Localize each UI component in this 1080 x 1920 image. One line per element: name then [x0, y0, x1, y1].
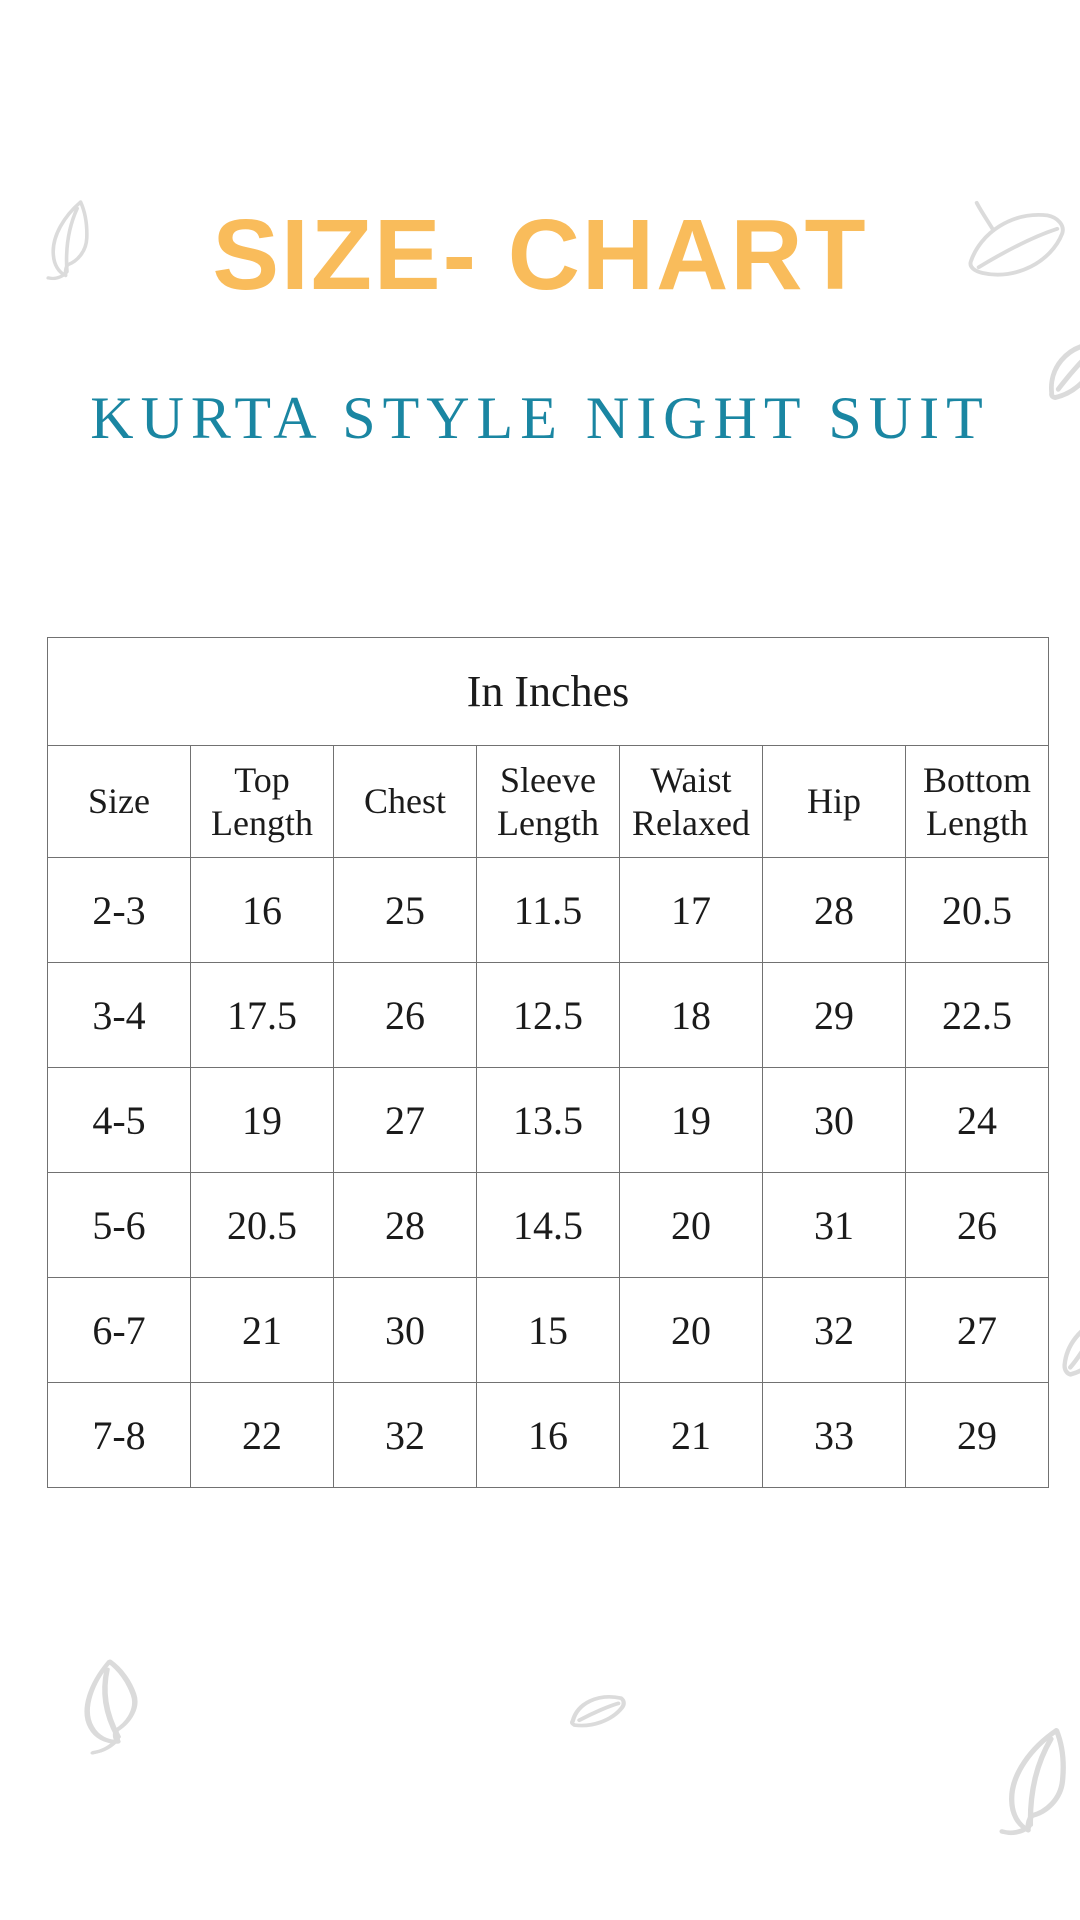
table-header-row: Size Top Length Chest Sleeve Length Waist Re… [47, 745, 1049, 858]
table-cell: 22 [190, 1382, 334, 1488]
table-row: 3-4 17.5 26 12.5 18 29 22.5 [47, 962, 1049, 1068]
table-cell: 19 [190, 1067, 334, 1173]
leaf-bottom-left-icon [62, 1649, 165, 1757]
column-header-waist-relaxed: Waist Relaxed [619, 745, 763, 858]
table-cell: 20.5 [905, 857, 1049, 963]
table-cell: 28 [762, 857, 906, 963]
table-cell: 21 [619, 1382, 763, 1488]
size-table-body: In Inches Size Top Length Chest Sleeve Leng… [47, 637, 1049, 1488]
table-cell: 14.5 [476, 1172, 620, 1278]
table-cell: 17.5 [190, 962, 334, 1068]
table-cell: 24 [905, 1067, 1049, 1173]
table-row: 2-3 16 25 11.5 17 28 20.5 [47, 857, 1049, 963]
table-cell: 22.5 [905, 962, 1049, 1068]
table-row: 7-8 22 32 16 21 33 29 [47, 1382, 1049, 1488]
page-subtitle: KURTA STYLE NIGHT SUIT [90, 385, 990, 451]
table-cell: 26 [905, 1172, 1049, 1278]
table-cell: 20.5 [190, 1172, 334, 1278]
table-row: 6-7 21 30 15 20 32 27 [47, 1277, 1049, 1383]
table-cell: 16 [476, 1382, 620, 1488]
table-cell: 30 [762, 1067, 906, 1173]
size-cell: 2-3 [47, 857, 191, 963]
table-cell: 29 [905, 1382, 1049, 1488]
table-cell: 20 [619, 1277, 763, 1383]
column-header-hip: Hip [762, 745, 906, 858]
leaf-bottom-center-icon [565, 1684, 635, 1738]
table-cell: 11.5 [476, 857, 620, 963]
table-cell: 20 [619, 1172, 763, 1278]
table-cell: 32 [333, 1382, 477, 1488]
column-header-size: Size [47, 745, 191, 858]
table-cell: 33 [762, 1382, 906, 1488]
table-row: 5-6 20.5 28 14.5 20 31 26 [47, 1172, 1049, 1278]
size-table-container: In Inches Size Top Length Chest Sleeve Leng… [47, 637, 1049, 1488]
column-header-sleeve-length: Sleeve Length [476, 745, 620, 858]
size-cell: 6-7 [47, 1277, 191, 1383]
table-cell: 18 [619, 962, 763, 1068]
table-cell: 26 [333, 962, 477, 1068]
table-row: 4-5 19 27 13.5 19 30 24 [47, 1067, 1049, 1173]
table-cell: 17 [619, 857, 763, 963]
size-cell: 7-8 [47, 1382, 191, 1488]
column-header-chest: Chest [333, 745, 477, 858]
table-cell: 27 [905, 1277, 1049, 1383]
table-cell: 32 [762, 1277, 906, 1383]
page-title: SIZE- CHART [212, 199, 868, 311]
table-cell: 15 [476, 1277, 620, 1383]
table-caption-row: In Inches [47, 637, 1049, 746]
table-cell: 21 [190, 1277, 334, 1383]
table-cell: 13.5 [476, 1067, 620, 1173]
column-header-top-length: Top Length [190, 745, 334, 858]
size-cell: 5-6 [47, 1172, 191, 1278]
size-table: In Inches Size Top Length Chest Sleeve Leng… [47, 637, 1049, 1488]
table-cell: 27 [333, 1067, 477, 1173]
size-cell: 3-4 [47, 962, 191, 1068]
table-cell: 25 [333, 857, 477, 963]
table-cell: 30 [333, 1277, 477, 1383]
table-cell: 19 [619, 1067, 763, 1173]
table-cell: 12.5 [476, 962, 620, 1068]
table-caption: In Inches [47, 637, 1049, 746]
column-header-bottom-length: Bottom Length [905, 745, 1049, 858]
size-cell: 4-5 [47, 1067, 191, 1173]
table-cell: 31 [762, 1172, 906, 1278]
leaf-bottom-right-icon [993, 1718, 1080, 1846]
table-cell: 28 [333, 1172, 477, 1278]
table-cell: 29 [762, 962, 906, 1068]
table-cell: 16 [190, 857, 334, 963]
